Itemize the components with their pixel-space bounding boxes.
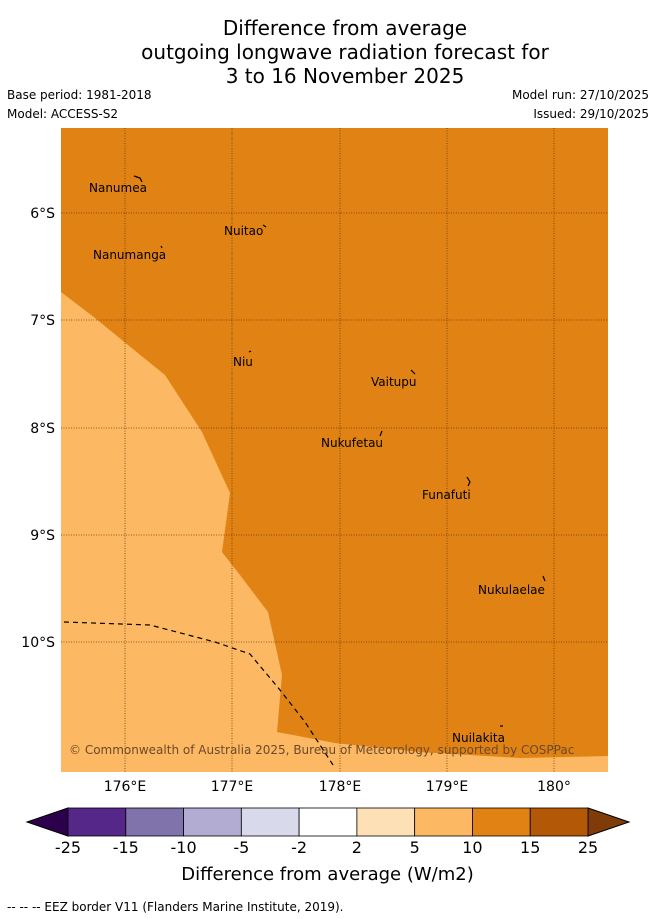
lon-tick-178e: 178°E: [319, 779, 362, 795]
island-funafuti-shape: [466, 476, 471, 487]
lon-tick-180: 180°: [537, 779, 571, 795]
colorbar-segment-3: [240, 807, 300, 837]
colorbar-segment-5: [356, 807, 416, 837]
label-nukufetau: Nukufetau: [321, 436, 383, 450]
island-vaitupu-shape: [410, 369, 416, 375]
colorbar-segment-8: [529, 807, 589, 837]
base-period: Base period: 1981-2018: [7, 88, 152, 102]
eez-border: [63, 621, 336, 769]
colorbar-segment-2: [183, 807, 242, 837]
colorbar-tick-3: -5: [233, 838, 249, 857]
island-nuitao-shape: [262, 224, 267, 228]
colorbar-ticks: -25 -15 -10 -5 -2 2 5 10 15 25: [55, 838, 598, 857]
island-nanumanga-shape: [160, 245, 163, 249]
title-line-1: Difference from average: [222, 16, 468, 40]
lat-tick-9s: 9°S: [30, 528, 55, 544]
label-niu: Niu: [233, 355, 253, 369]
issued-date: Issued: 29/10/2025: [533, 107, 649, 121]
lat-tick-7s: 7°S: [30, 313, 55, 329]
model-run: Model run: 27/10/2025: [511, 88, 649, 102]
colorbar-segment-1: [125, 807, 184, 837]
colorbar-under-arrow: [25, 807, 69, 837]
lat-tick-6s: 6°S: [30, 206, 55, 222]
island-niu-shape: [248, 350, 252, 353]
colorbar: [25, 807, 631, 837]
colorbar-tick-1: -15: [113, 838, 139, 857]
title-line-2: outgoing longwave radiation forecast for: [141, 40, 549, 64]
copyright-notice: © Commonwealth of Australia 2025, Bureau…: [69, 743, 574, 757]
colorbar-tick-9: 25: [578, 838, 598, 857]
colorbar-segment-4: [298, 807, 358, 837]
footer-note: -- -- -- EEZ border V11 (Flanders Marine…: [7, 900, 344, 914]
latitude-ticks: 6°S 7°S 8°S 9°S 10°S: [21, 206, 55, 651]
island-nukulaelae-shape: [542, 575, 546, 582]
colorbar-segment-0: [67, 807, 127, 837]
model-name: Model: ACCESS-S2: [7, 107, 119, 121]
label-nanumanga: Nanumanga: [93, 248, 166, 262]
label-nuilakita: Nuilakita: [452, 731, 505, 745]
title-line-3: 3 to 16 November 2025: [225, 64, 465, 88]
label-nanumea: Nanumea: [89, 181, 147, 195]
colorbar-tick-7: 10: [462, 838, 482, 857]
anomaly-region-5-10: [61, 292, 608, 772]
lat-tick-10s: 10°S: [21, 635, 55, 651]
colorbar-tick-8: 15: [520, 838, 540, 857]
islands: [133, 175, 546, 727]
label-nukulaelae: Nukulaelae: [478, 583, 545, 597]
label-vaitupu: Vaitupu: [371, 375, 417, 389]
lon-tick-177e: 177°E: [211, 779, 254, 795]
lat-tick-8s: 8°S: [30, 421, 55, 437]
colorbar-segment-6: [414, 807, 473, 837]
colorbar-tick-2: -10: [170, 838, 196, 857]
lon-tick-179e: 179°E: [426, 779, 469, 795]
island-nukufetau-shape: [379, 430, 383, 437]
place-labels: Nanumea Nuitao Nanumanga Niu Vaitupu Nuk…: [89, 181, 545, 745]
colorbar-over-arrow: [587, 807, 631, 837]
label-funafuti: Funafuti: [422, 488, 471, 502]
colorbar-tick-4: -2: [291, 838, 307, 857]
colorbar-tick-0: -25: [55, 838, 81, 857]
colorbar-segment-7: [472, 807, 531, 837]
longitude-ticks: 176°E 177°E 178°E 179°E 180°: [104, 779, 571, 795]
map-gridlines: [61, 128, 608, 772]
colorbar-label: Difference from average (W/m2): [181, 864, 474, 885]
colorbar-tick-5: 2: [352, 838, 362, 857]
colorbar-tick-6: 5: [410, 838, 420, 857]
island-nanumea-shape: [133, 175, 143, 183]
chart-title: Difference from average outgoing longwav…: [0, 16, 655, 88]
lon-tick-176e: 176°E: [104, 779, 147, 795]
label-nuitao: Nuitao: [224, 224, 263, 238]
